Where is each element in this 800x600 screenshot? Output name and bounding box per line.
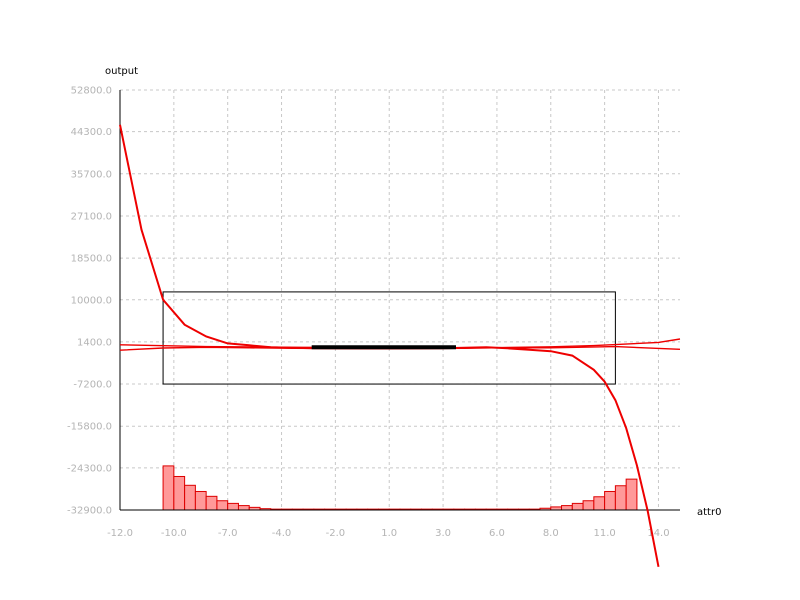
x-tick-label: 1.0 [381, 528, 397, 539]
x-tick-label: -4.0 [272, 528, 292, 539]
histogram-bar [173, 475, 186, 511]
x-tick-label: 6.0 [489, 528, 505, 539]
histogram-bar [561, 505, 573, 511]
x-tick-label: -12.0 [107, 528, 133, 539]
y-tick-label: 44300.0 [71, 127, 112, 138]
histogram-bar [625, 478, 638, 511]
y-tick-label: -32900.0 [67, 506, 112, 517]
y-tick-label: 35700.0 [71, 169, 112, 180]
histogram-bar [162, 465, 175, 511]
tick-labels: -12.0 -10.0 -7.0 -4.0 -2.0 1.0 3.0 6.0 8.0 11.0 14… [67, 86, 670, 540]
x-tick-label: 3.0 [435, 528, 451, 539]
x-tick-label: -10.0 [161, 528, 187, 539]
histogram-bar [184, 484, 196, 511]
y-tick-label: -15800.0 [67, 422, 112, 433]
histogram-bar [582, 500, 595, 511]
x-tick-label: -2.0 [326, 528, 346, 539]
y-tick-label: 18500.0 [71, 254, 112, 265]
y-tick-label: 10000.0 [71, 295, 112, 306]
axes [119, 90, 680, 511]
histogram-bar [227, 502, 239, 511]
histogram-bar [571, 502, 584, 511]
x-tick-label: 11.0 [593, 528, 615, 539]
y-tick-label: 27100.0 [71, 211, 112, 222]
histogram-bar [593, 496, 606, 511]
y-tick-label: -7200.0 [73, 380, 112, 391]
y-tick-label: 52800.0 [71, 86, 112, 97]
y-tick-label: 1400.0 [77, 337, 112, 348]
x-tick-label: 8.0 [543, 528, 559, 539]
y-tick-label: -24300.0 [67, 463, 112, 474]
histogram [162, 465, 638, 511]
histogram-bar [194, 490, 207, 511]
histogram-bar [614, 485, 627, 511]
x-tick-label: -7.0 [218, 528, 238, 539]
range-box [162, 291, 616, 385]
grid [119, 89, 680, 511]
histogram-bar [216, 500, 229, 511]
y-axis-label: output [105, 66, 138, 77]
histogram-bar [205, 495, 218, 511]
histogram-bar [237, 505, 250, 511]
histogram-bar [604, 490, 616, 511]
x-tick-label: 14.0 [647, 528, 669, 539]
x-axis-label: attr0 [697, 507, 721, 518]
